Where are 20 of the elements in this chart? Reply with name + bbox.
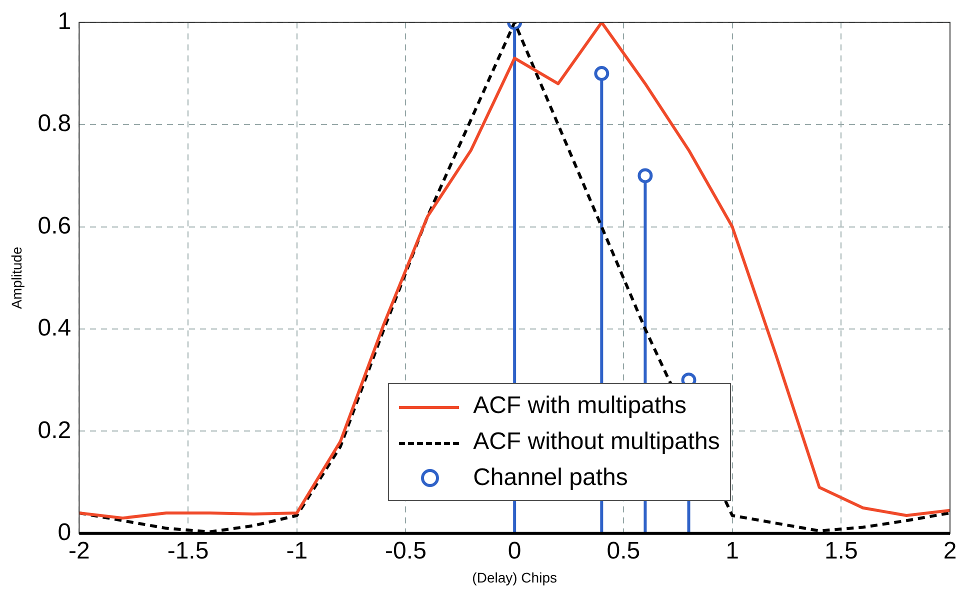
x-tick-label: 1.5 [824, 537, 858, 564]
x-tick-label: -1 [286, 537, 308, 564]
legend-label: Channel paths [473, 463, 628, 494]
x-tick-label: 0 [508, 537, 522, 564]
x-tick-label: -1.5 [167, 537, 209, 564]
x-tick-label: 1 [726, 537, 739, 564]
y-tick-label: 0.4 [38, 314, 72, 342]
legend-label: ACF without multipaths [473, 427, 720, 458]
point [594, 66, 610, 81]
x-tick-label: 2 [943, 537, 957, 564]
x-tick-label: -0.5 [385, 537, 426, 564]
y-tick-label: 1 [58, 8, 72, 36]
point [638, 168, 653, 184]
x-axis-title: (Delay) Chips [472, 569, 557, 586]
y-tick-label: 0.2 [38, 416, 72, 444]
x-tick-label: 0.5 [606, 537, 640, 564]
y-tick-label: 0.6 [38, 212, 72, 240]
y-axis-title: Amplitude [8, 246, 24, 310]
legend-label: ACF with multipaths [473, 391, 686, 422]
y-tick-label: 0.8 [38, 110, 72, 138]
